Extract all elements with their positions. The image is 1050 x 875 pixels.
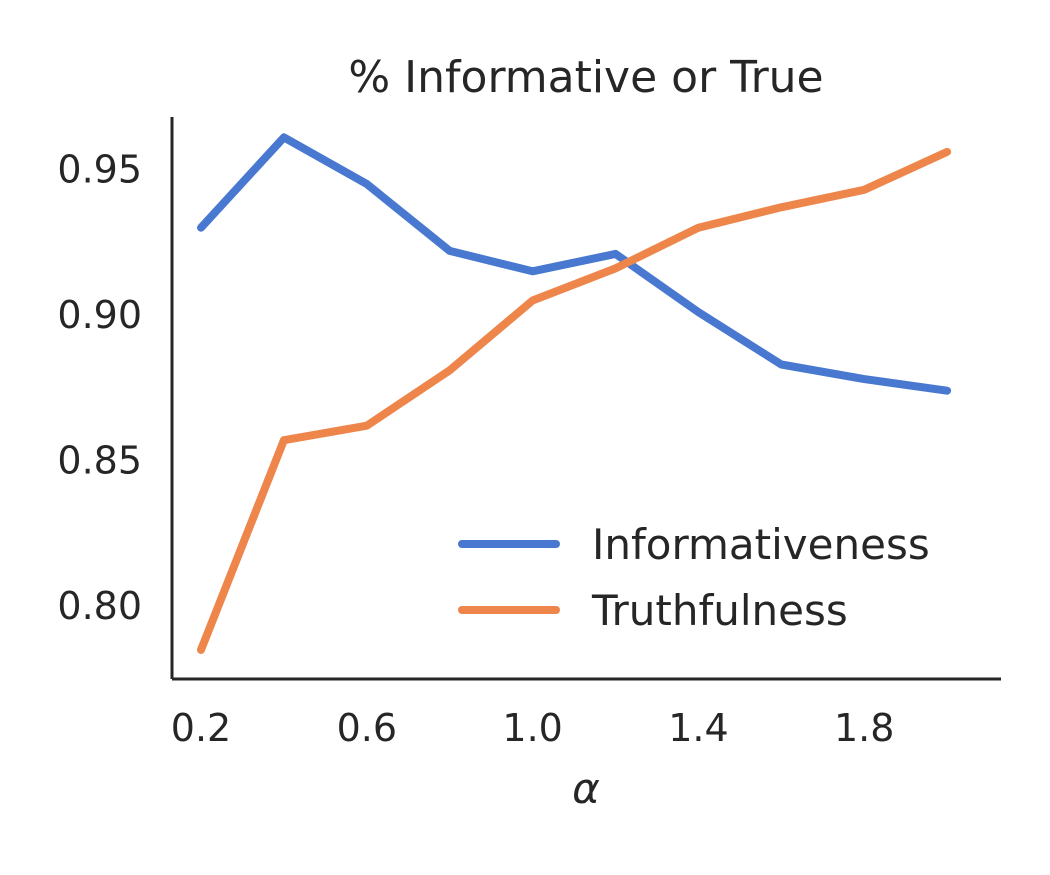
- y-tick-label: 0.90: [57, 293, 142, 337]
- x-tick-labels: 0.2 0.6 1.0 1.4 1.8: [171, 706, 895, 750]
- series-line-informativeness: [201, 137, 947, 390]
- chart-title: % Informative or True: [348, 52, 823, 103]
- series-line-truthfulness: [201, 152, 947, 650]
- x-tick-label: 1.8: [834, 706, 894, 750]
- x-tick-label: 1.0: [502, 706, 562, 750]
- x-tick-label: 0.6: [337, 706, 397, 750]
- y-tick-label: 0.80: [57, 584, 142, 628]
- y-tick-label: 0.85: [57, 439, 142, 483]
- x-tick-label: 1.4: [668, 706, 728, 750]
- legend-label-truthfulness: Truthfulness: [591, 586, 848, 635]
- series-layer: [201, 137, 947, 650]
- x-tick-label: 0.2: [171, 706, 231, 750]
- y-tick-labels: 0.80 0.85 0.90 0.95: [57, 147, 142, 628]
- legend-label-informativeness: Informativeness: [592, 520, 930, 569]
- x-axis-label: α: [572, 764, 600, 813]
- legend: Informativeness Truthfulness: [462, 520, 930, 635]
- y-tick-label: 0.95: [57, 147, 142, 191]
